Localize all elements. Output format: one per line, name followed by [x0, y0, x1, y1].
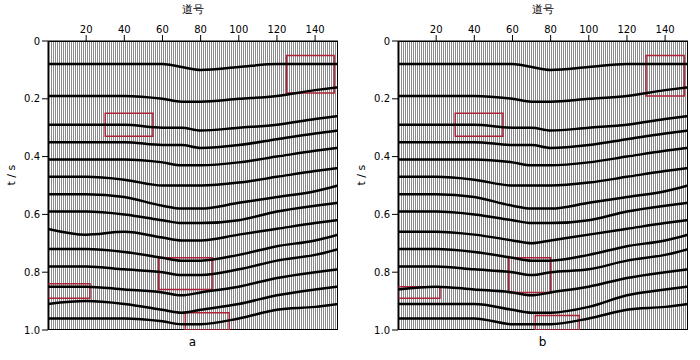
svg-text:20: 20 — [429, 24, 442, 35]
svg-text:0.2: 0.2 — [24, 93, 40, 104]
svg-text:60: 60 — [156, 24, 169, 35]
svg-text:道号: 道号 — [532, 3, 554, 16]
html-text:b: b — [538, 335, 547, 349]
svg-text:120: 120 — [617, 24, 636, 35]
svg-text:0: 0 — [383, 36, 389, 47]
svg-text:140: 140 — [655, 24, 674, 35]
svg-text:120: 120 — [267, 24, 286, 35]
svg-text:t / s: t / s — [354, 164, 367, 185]
svg-text:20: 20 — [79, 24, 92, 35]
svg-text:140: 140 — [305, 24, 324, 35]
svg-text:0.8: 0.8 — [24, 267, 40, 278]
svg-text:1.0: 1.0 — [24, 325, 40, 335]
svg-text:0.6: 0.6 — [374, 209, 390, 220]
svg-text:80: 80 — [194, 24, 207, 35]
svg-text:1.0: 1.0 — [374, 325, 390, 335]
svg-text:0.4: 0.4 — [24, 151, 40, 162]
html-text:a: a — [188, 335, 197, 349]
svg-text:80: 80 — [544, 24, 557, 35]
svg-text:40: 40 — [117, 24, 130, 35]
svg-text:60: 60 — [506, 24, 519, 35]
svg-text:100: 100 — [229, 24, 248, 35]
svg-text:100: 100 — [579, 24, 598, 35]
svg-text:40: 40 — [467, 24, 480, 35]
svg-text:t / s: t / s — [4, 164, 17, 185]
svg-text:0: 0 — [33, 36, 39, 47]
svg-text:道号: 道号 — [182, 3, 204, 16]
svg-text:0.8: 0.8 — [374, 267, 390, 278]
svg-text:0.6: 0.6 — [24, 209, 40, 220]
svg-text:0.4: 0.4 — [374, 151, 390, 162]
svg-text:0.2: 0.2 — [374, 93, 390, 104]
